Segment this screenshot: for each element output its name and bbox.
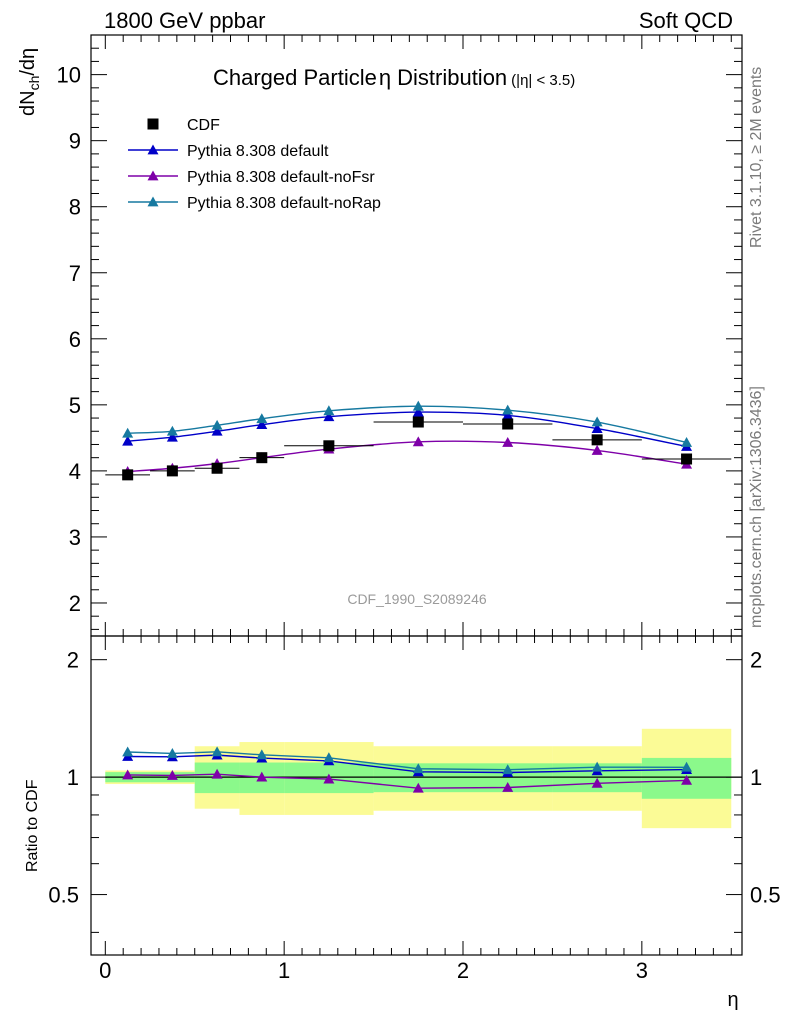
data-point [591, 434, 603, 446]
x-tick-label: 2 [457, 958, 469, 983]
ratio-marker [122, 746, 134, 757]
series-marker [166, 425, 178, 436]
series-marker [591, 416, 603, 427]
header-left: 1800 GeV ppbar [104, 8, 265, 33]
legend-marker-data [147, 118, 159, 130]
ratio-marker [502, 764, 514, 775]
legend-label: Pythia 8.308 default-noFsr [187, 169, 375, 186]
ratio-tick-label-left: 2 [67, 648, 79, 673]
series-marker [502, 409, 514, 420]
ratio-marker [166, 747, 178, 758]
y-tick-label: 5 [69, 393, 81, 418]
series-line [127, 405, 687, 444]
ratio-marker [591, 761, 603, 772]
legend-label: Pythia 8.308 default-noRap [187, 195, 381, 212]
chart-title: Charged Particleη Distribution (|η| < 3.5) [213, 65, 575, 90]
chart-subtitle: (|η| < 3.5) [511, 72, 575, 89]
y-tick-label: 9 [69, 129, 81, 154]
series-marker [412, 400, 424, 411]
ratio-marker [211, 746, 223, 757]
series-line [127, 440, 687, 473]
series-marker [681, 436, 693, 447]
ratio-marker [256, 749, 268, 760]
x-tick-label: 3 [636, 958, 648, 983]
legend-marker [147, 196, 159, 207]
data-point [256, 452, 268, 464]
ratio-marker [681, 774, 693, 785]
title-symbol: η [379, 65, 391, 90]
y-tick-label: 3 [69, 525, 81, 550]
ratio-tick-label-left: 0.5 [48, 883, 79, 908]
series-marker [323, 405, 335, 416]
ratio-marker [211, 768, 223, 779]
data-point [412, 416, 424, 428]
ratio-tick-label-right: 2 [750, 648, 762, 673]
series-marker [256, 413, 268, 424]
data-point [502, 418, 514, 430]
ratio-tick-label-right: 0.5 [750, 883, 781, 908]
legend-marker [147, 144, 159, 155]
axis-ticks: 0 1 2 3 2 3 4 5 6 7 8 9 10 0.5 0.5 1 1 2 2 [48, 34, 781, 983]
ratio-uncertainty-bands [105, 728, 742, 829]
x-axis-label: η [727, 989, 738, 1011]
ratio-marker [412, 782, 424, 793]
y-axis-label: dNch/dη [17, 48, 42, 116]
legend: CDF Pythia 8.308 default Pythia 8.308 defa… [128, 117, 381, 212]
series-marker [412, 406, 424, 417]
y-tick-label: 4 [69, 459, 81, 484]
x-tick-label: 1 [278, 958, 290, 983]
data-point [166, 465, 178, 477]
data-point [211, 462, 223, 474]
x-tick-label: 0 [99, 958, 111, 983]
analysis-label: CDF_1990_S2089246 [347, 591, 487, 607]
legend-marker [147, 170, 159, 181]
ratio-marker [122, 769, 134, 780]
series-marker [412, 436, 424, 447]
series-marker [502, 436, 514, 447]
y-tick-label: 7 [69, 261, 81, 286]
series-marker [211, 419, 223, 430]
ratio-tick-label-right: 1 [750, 765, 762, 790]
series-marker [502, 404, 514, 415]
ratio-marker [323, 773, 335, 784]
series-marker [122, 435, 134, 446]
legend-label: Pythia 8.308 default [187, 143, 329, 160]
y-tick-label: 10 [57, 63, 81, 88]
header-right: Soft QCD [639, 8, 733, 33]
ratio-marker [681, 761, 693, 772]
ratio-marker [502, 782, 514, 792]
ratio-tick-label-left: 1 [67, 765, 79, 790]
side-label-bottom: mcplots.cern.ch [arXiv:1306.3436] [748, 386, 765, 628]
y-tick-label: 6 [69, 327, 81, 352]
series-marker [122, 427, 134, 438]
y-tick-label: 8 [69, 195, 81, 220]
ratio-marker [412, 763, 424, 774]
ratio-marker [591, 777, 603, 788]
legend-label-data: CDF [187, 117, 220, 134]
series-group [105, 400, 732, 793]
series-marker [211, 425, 223, 436]
ratio-marker [323, 752, 335, 763]
ratio-marker [166, 769, 178, 780]
series-marker [166, 431, 178, 442]
series-marker [591, 423, 603, 434]
series-line [127, 411, 687, 448]
series-marker [591, 444, 603, 455]
series-marker [323, 411, 335, 422]
y-tick-label: 2 [69, 591, 81, 616]
data-point [323, 440, 335, 452]
data-point [681, 453, 693, 465]
ratio-marker [256, 771, 268, 782]
series-marker [256, 419, 268, 430]
side-label-top: Rivet 3.1.10, ≥ 2M events [748, 67, 765, 248]
data-point [122, 469, 134, 481]
ratio-plot-frame [90, 635, 743, 956]
ratio-axis-label: Ratio to CDF [24, 779, 41, 872]
